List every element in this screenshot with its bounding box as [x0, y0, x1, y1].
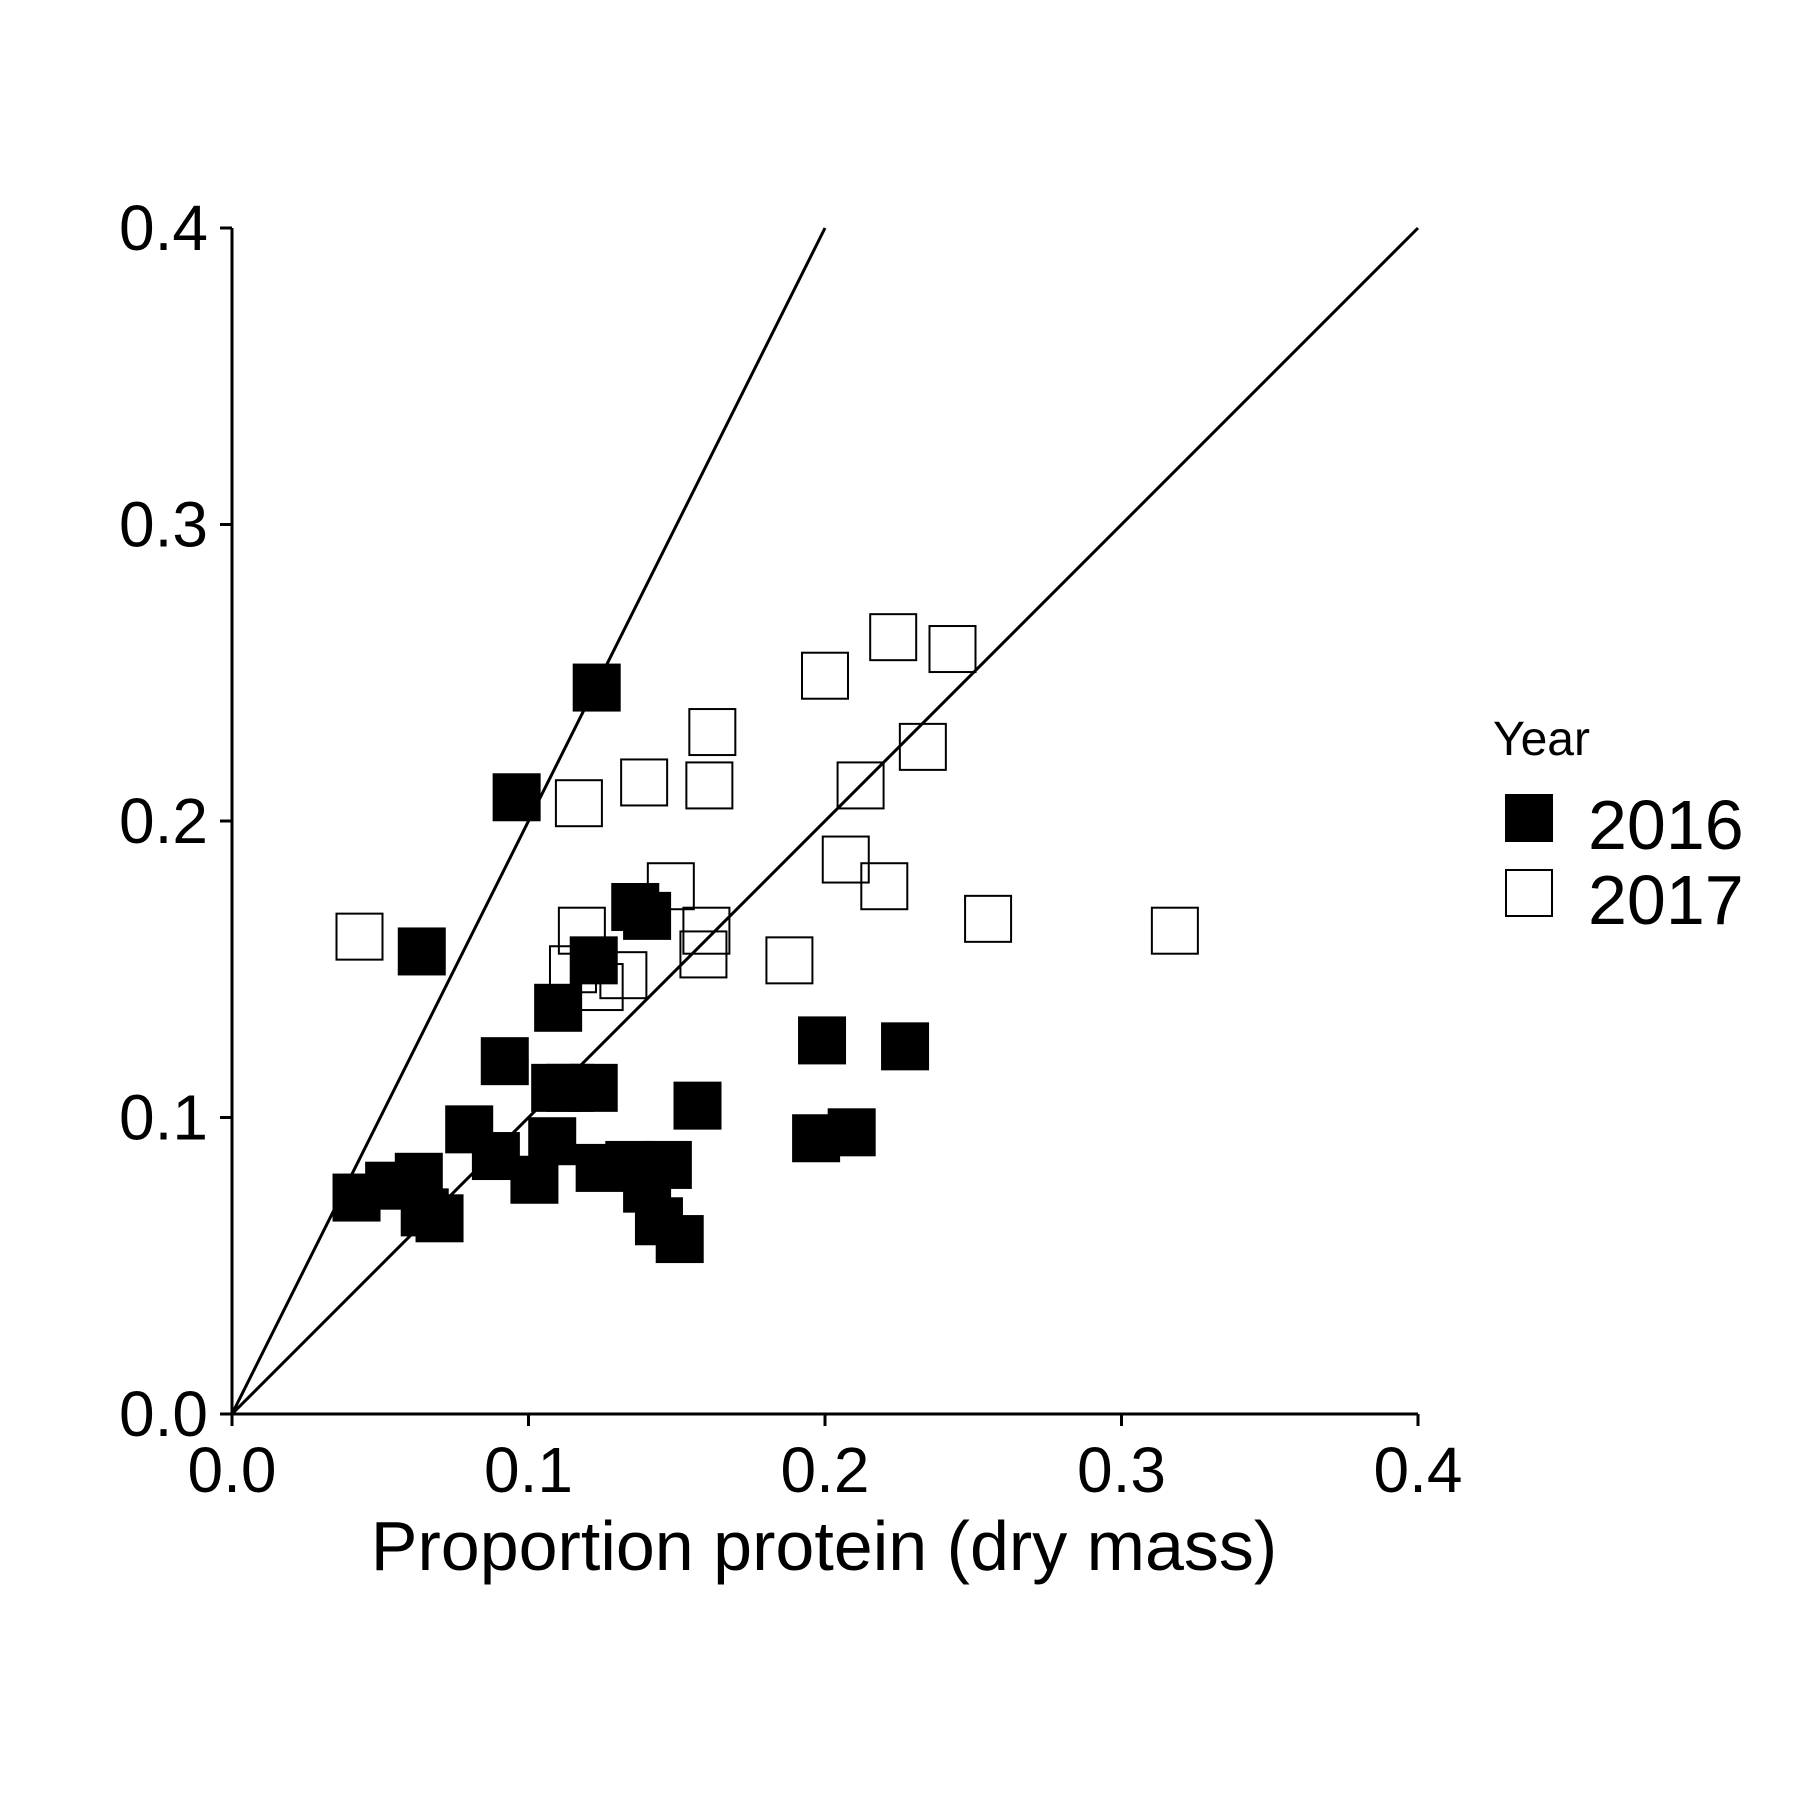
point-2016	[673, 1081, 722, 1130]
point-2017	[1150, 906, 1199, 955]
point-2017	[599, 951, 648, 1000]
point-2017	[836, 761, 885, 810]
point-2017	[646, 862, 695, 911]
point-2017	[821, 835, 870, 884]
point-2017	[620, 758, 669, 807]
point-2016	[569, 1063, 618, 1112]
point-2016	[798, 1016, 847, 1065]
x-axis-ticks: 0.0 0.1 0.2 0.3 0.4	[188, 1414, 1463, 1506]
point-2017	[548, 945, 597, 994]
point-2017	[898, 722, 947, 771]
x-tick-label: 0.3	[1077, 1434, 1166, 1506]
point-2017	[860, 862, 909, 911]
point-2017	[554, 779, 603, 828]
point-2017	[685, 761, 734, 810]
point-2016	[655, 1215, 704, 1264]
x-tick-label: 0.2	[781, 1434, 870, 1506]
legend-label-2017: 2017	[1588, 861, 1744, 939]
point-2016	[415, 1194, 464, 1243]
point-2017	[335, 912, 384, 961]
point-2017	[869, 613, 918, 662]
point-2017	[928, 625, 977, 674]
legend: Year 2016 2017	[1493, 713, 1744, 939]
x-tick-label: 0.1	[484, 1434, 573, 1506]
point-2017	[964, 894, 1013, 943]
y-tick-label: 0.3	[119, 489, 208, 561]
point-2016	[480, 1037, 529, 1086]
y-tick-label: 0.2	[119, 785, 208, 857]
point-2017	[801, 651, 849, 700]
point-2016	[528, 1117, 577, 1166]
point-2016	[827, 1108, 876, 1157]
legend-swatch-2016	[1505, 794, 1553, 842]
y-tick-label: 0.1	[119, 1082, 208, 1154]
point-2017	[765, 936, 814, 985]
point-2017	[688, 708, 737, 757]
x-tick-label: 0.4	[1374, 1434, 1463, 1506]
point-2017	[682, 906, 731, 955]
point-2016	[569, 936, 618, 985]
point-2016	[572, 663, 621, 712]
legend-title: Year	[1493, 713, 1590, 766]
point-2016	[643, 1140, 692, 1189]
legend-label-2016: 2016	[1588, 786, 1744, 864]
point-2017	[557, 906, 606, 955]
legend-swatch-2017	[1505, 869, 1553, 917]
data-points	[332, 613, 1199, 1264]
y-axis-ticks: 0.0 0.1 0.2 0.3 0.4	[119, 192, 232, 1450]
x-axis-title: Proportion protein (dry mass)	[371, 1507, 1277, 1585]
point-2016	[492, 773, 541, 822]
point-2016	[397, 927, 446, 976]
y-tick-label: 0.4	[119, 192, 208, 264]
point-2016	[881, 1022, 930, 1071]
y-tick-label: 0.0	[119, 1378, 208, 1450]
x-tick-label: 0.0	[188, 1434, 277, 1506]
